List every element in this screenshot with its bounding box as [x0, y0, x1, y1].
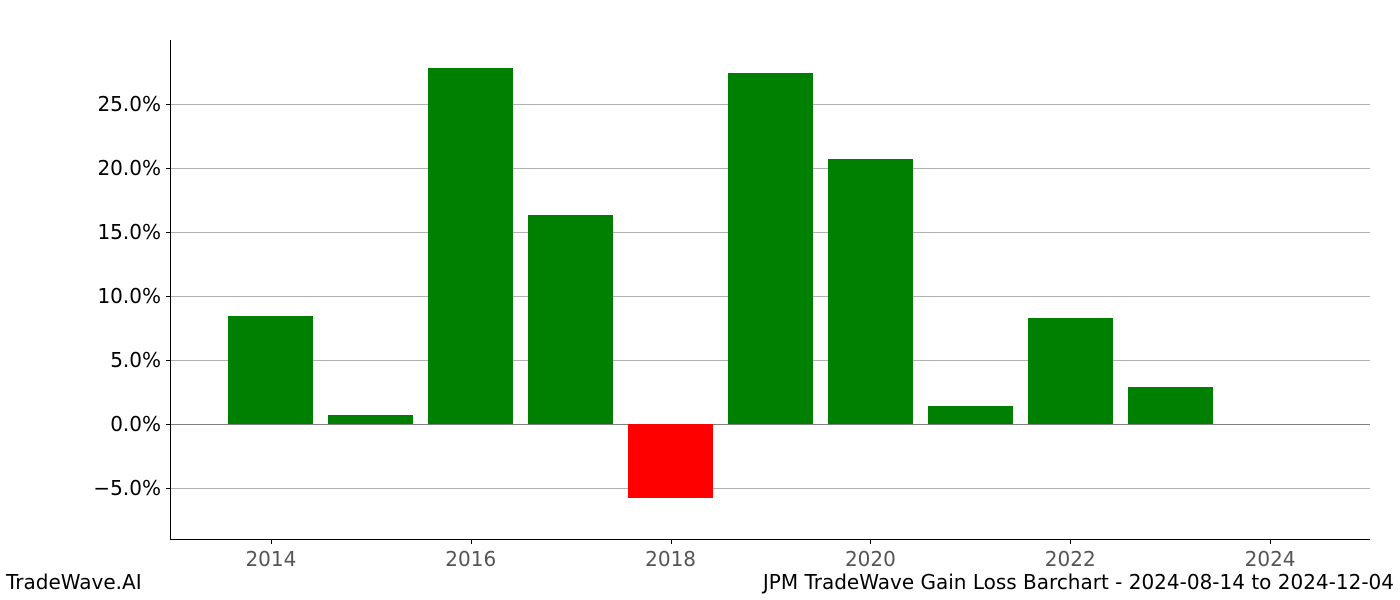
bar-2014 — [228, 316, 313, 423]
ytick-mark — [166, 360, 171, 361]
zero-line — [171, 424, 1370, 425]
xtick-label: 2024 — [1245, 547, 1296, 571]
xtick-mark — [471, 539, 472, 544]
ytick-label: 0.0% — [110, 412, 161, 436]
gridline — [171, 488, 1370, 489]
bar-2018 — [628, 424, 713, 498]
bar-2015 — [328, 415, 413, 424]
ytick-mark — [166, 168, 171, 169]
ytick-mark — [166, 104, 171, 105]
xtick-mark — [870, 539, 871, 544]
bar-2020 — [828, 159, 913, 424]
footer-right-label: JPM TradeWave Gain Loss Barchart - 2024-… — [763, 570, 1394, 594]
footer-left-label: TradeWave.AI — [6, 570, 142, 594]
xtick-mark — [671, 539, 672, 544]
ytick-label: 10.0% — [97, 284, 161, 308]
xtick-mark — [271, 539, 272, 544]
bar-2023 — [1128, 387, 1213, 424]
xtick-label: 2018 — [645, 547, 696, 571]
bar-2019 — [728, 73, 813, 424]
ytick-mark — [166, 232, 171, 233]
ytick-label: 5.0% — [110, 348, 161, 372]
xtick-label: 2016 — [445, 547, 496, 571]
ytick-label: 20.0% — [97, 156, 161, 180]
xtick-mark — [1070, 539, 1071, 544]
xtick-label: 2020 — [845, 547, 896, 571]
ytick-label: −5.0% — [93, 476, 161, 500]
xtick-mark — [1270, 539, 1271, 544]
plot-area: −5.0%0.0%5.0%10.0%15.0%20.0%25.0%2014201… — [170, 40, 1370, 540]
ytick-label: 15.0% — [97, 220, 161, 244]
bar-2016 — [428, 68, 513, 424]
bar-2017 — [528, 215, 613, 424]
ytick-mark — [166, 296, 171, 297]
chart-container: −5.0%0.0%5.0%10.0%15.0%20.0%25.0%2014201… — [170, 40, 1370, 540]
xtick-label: 2022 — [1045, 547, 1096, 571]
xtick-label: 2014 — [245, 547, 296, 571]
bar-2022 — [1028, 318, 1113, 424]
ytick-mark — [166, 488, 171, 489]
ytick-label: 25.0% — [97, 92, 161, 116]
bar-2021 — [928, 406, 1013, 424]
